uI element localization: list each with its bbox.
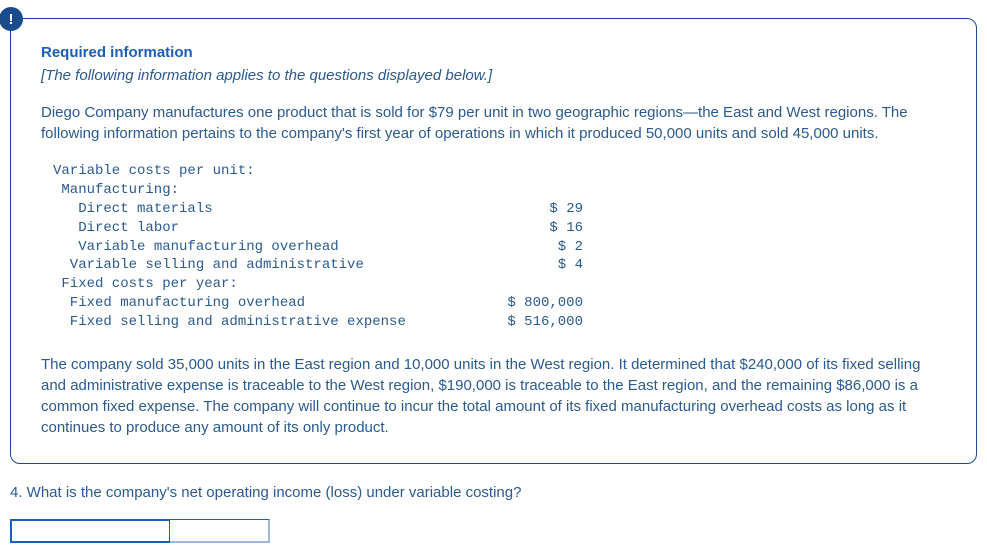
instruction-text: [The following information applies to th…	[41, 67, 946, 84]
cost-label: Variable manufacturing overhead	[53, 238, 483, 257]
cost-label: Direct labor	[53, 219, 483, 238]
question-text: 4. What is the company's net operating i…	[10, 484, 977, 501]
cost-value: $ 800,000	[483, 294, 583, 313]
cost-label: Direct materials	[53, 200, 483, 219]
cost-value: $ 29	[483, 200, 583, 219]
cost-heading: Variable costs per unit:	[53, 162, 255, 181]
cost-value: $ 2	[483, 238, 583, 257]
cost-value: $ 16	[483, 219, 583, 238]
scenario-paragraph-1: Diego Company manufactures one product t…	[41, 102, 946, 144]
required-info-title: Required information	[41, 44, 946, 61]
alert-badge-icon: !	[0, 7, 23, 31]
cost-value: $ 4	[483, 256, 583, 275]
cost-label: Fixed selling and administrative expense	[53, 313, 483, 332]
cost-label: Fixed manufacturing overhead	[53, 294, 483, 313]
cost-value: $ 516,000	[483, 313, 583, 332]
answer-input-group	[10, 519, 977, 543]
cost-subheading: Manufacturing:	[53, 181, 179, 200]
cost-label: Variable selling and administrative	[53, 256, 483, 275]
info-card: ! Required information [The following in…	[10, 18, 977, 464]
cost-table: Variable costs per unit: Manufacturing: …	[53, 162, 946, 332]
answer-input[interactable]	[10, 519, 170, 543]
cost-heading: Fixed costs per year:	[53, 275, 238, 294]
scenario-paragraph-2: The company sold 35,000 units in the Eas…	[41, 354, 946, 438]
answer-input-secondary[interactable]	[170, 519, 270, 543]
